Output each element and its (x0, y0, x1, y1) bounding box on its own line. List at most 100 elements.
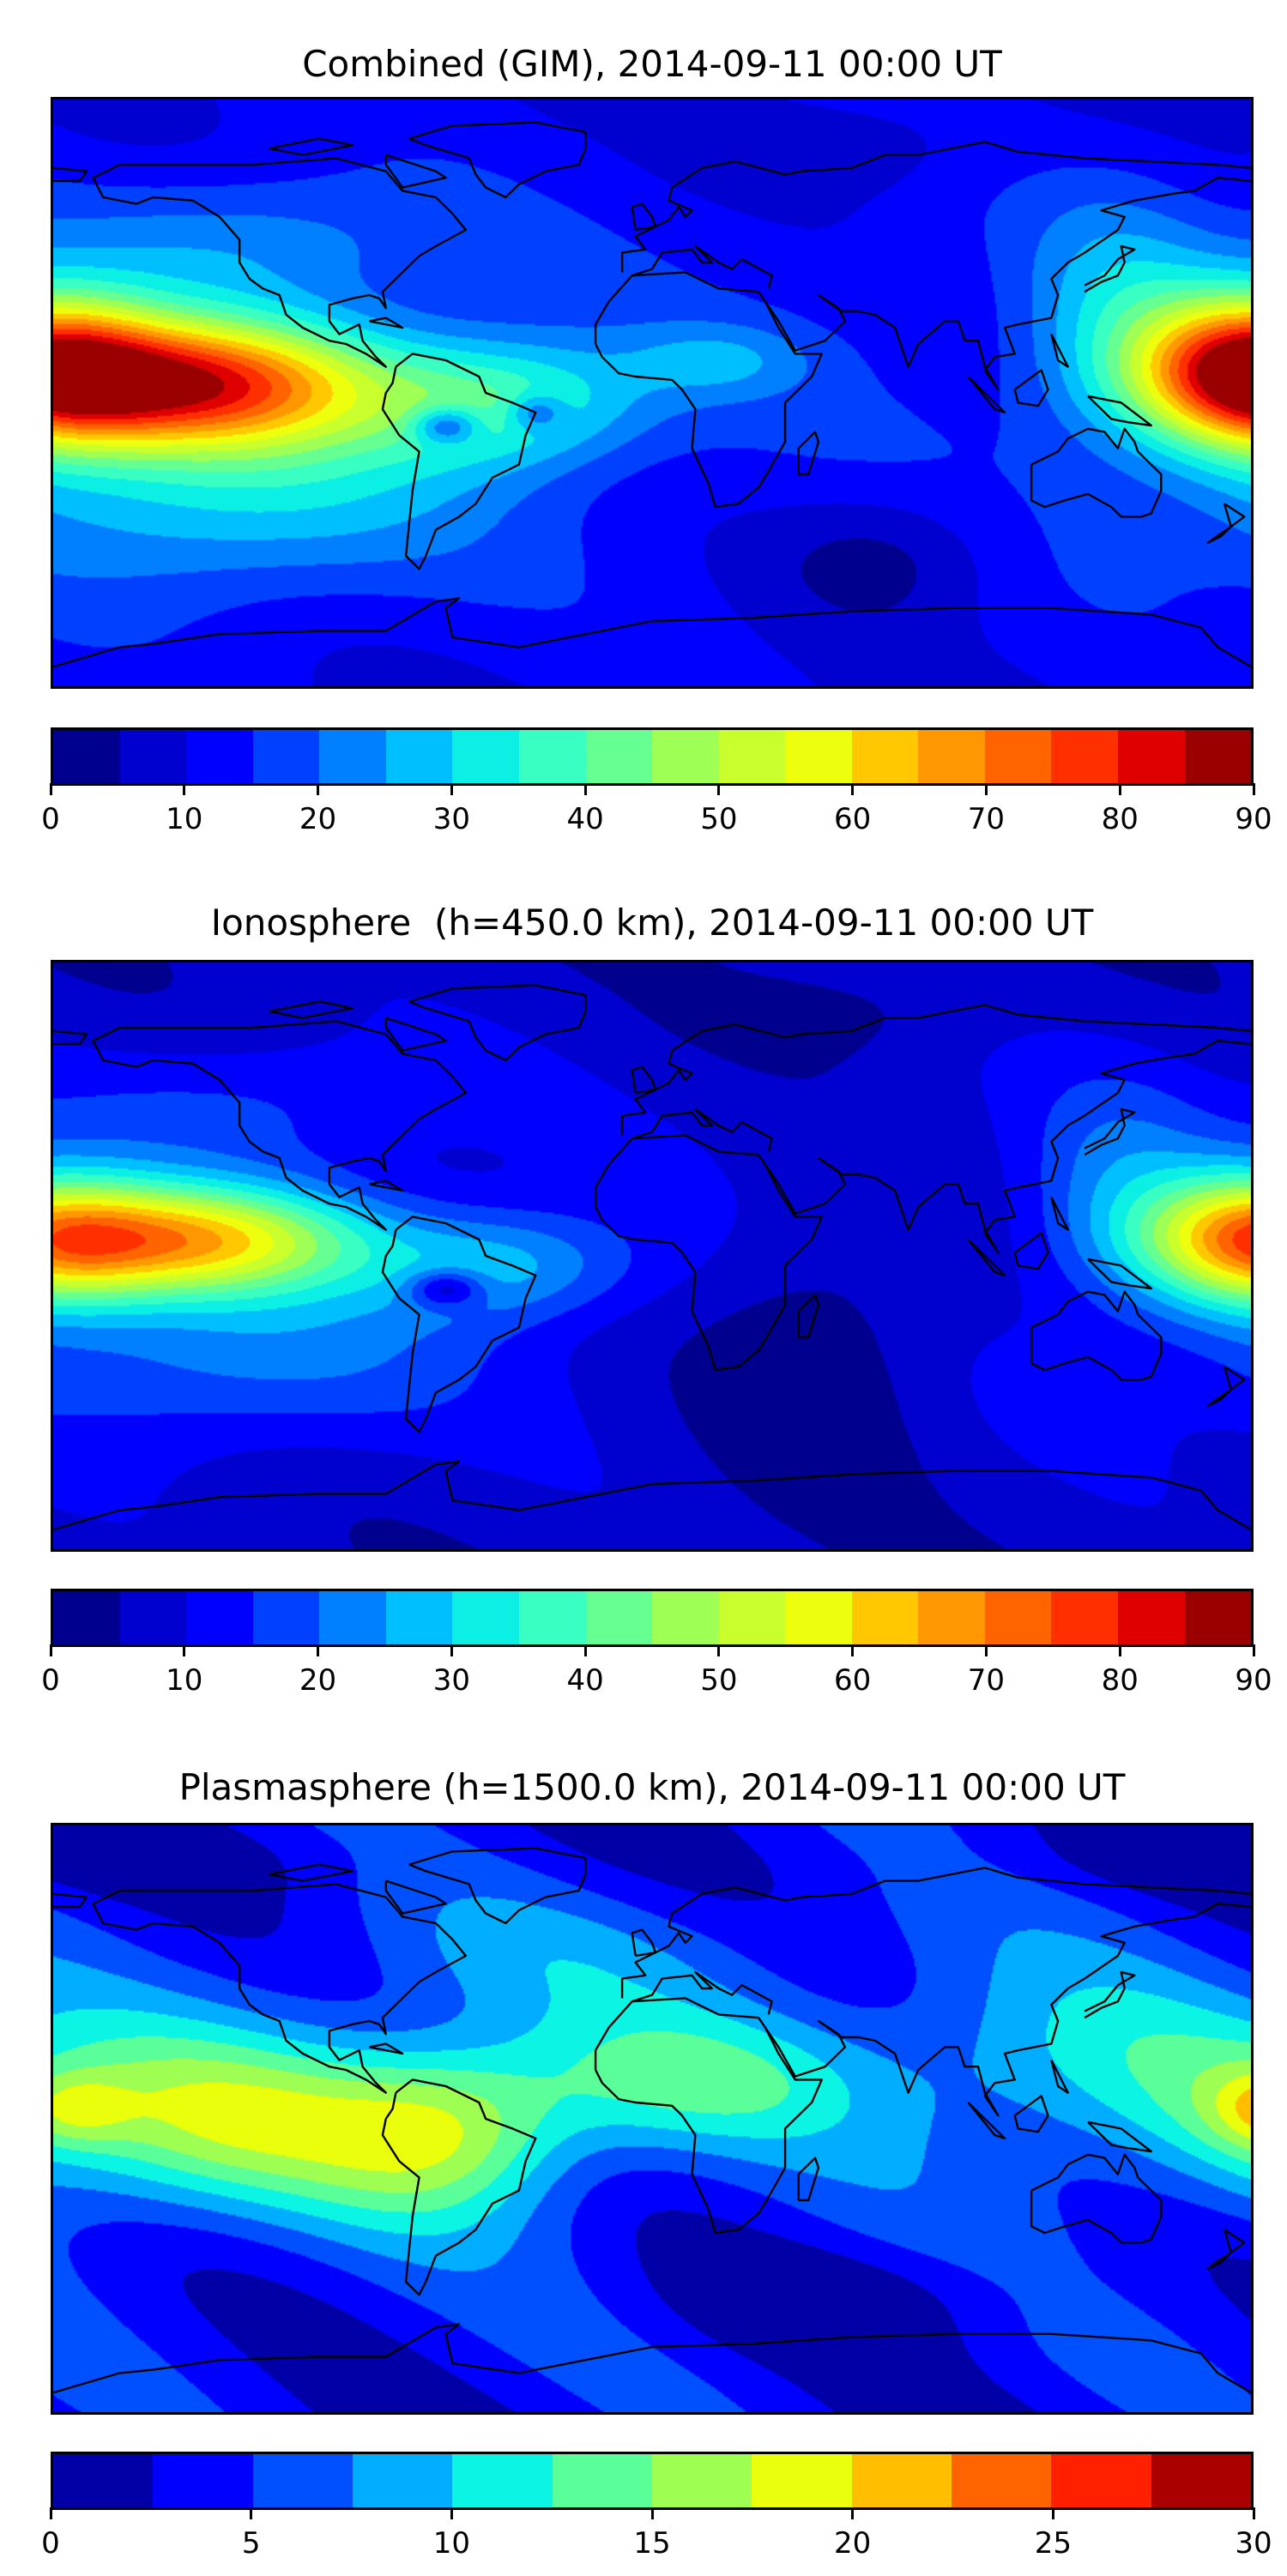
colorbar-level-13 (918, 1591, 985, 1644)
panel-1-colorbar-ticks: 0 10 20 30 40 50 60 70 80 90 (41, 783, 1272, 852)
coastline (386, 155, 446, 188)
colorbar-level-6 (452, 730, 519, 783)
coastline (622, 1867, 1251, 1998)
colorbar-tick-label: 0 (41, 2526, 60, 2561)
colorbar-level-11 (1151, 2454, 1251, 2507)
colorbar-tick (851, 783, 855, 795)
coastline (1031, 1292, 1161, 1380)
colorbar-tick (450, 2507, 453, 2519)
coastline (94, 1884, 466, 2092)
coastline (1088, 396, 1151, 425)
panel-3-map (51, 1823, 1254, 2415)
colorbar-tick-label: 50 (700, 802, 738, 836)
colorbar-level-10 (718, 1591, 786, 1644)
coastline (1208, 2253, 1231, 2269)
colorbar-level-14 (984, 1591, 1052, 1644)
colorbar-level-10 (718, 730, 786, 783)
coastline (1088, 2122, 1151, 2151)
coastline (622, 1004, 1251, 1135)
coastline (1085, 246, 1134, 292)
colorbar-tick-label: 80 (1101, 1663, 1139, 1698)
coastline (799, 432, 819, 474)
colorbar-level-4 (452, 2454, 553, 2507)
colorbar-level-13 (918, 730, 985, 783)
coastline (1051, 2060, 1067, 2093)
colorbar-level-6 (651, 2454, 752, 2507)
coastline (53, 2324, 1251, 2392)
tec-field (53, 1825, 1251, 2412)
colorbar-level-0 (53, 1591, 120, 1644)
coastline (383, 353, 535, 569)
colorbar-level-0 (53, 2454, 154, 2507)
coastline (1208, 527, 1231, 543)
colorbar-tick (650, 2507, 654, 2519)
colorbar-tick (183, 1644, 186, 1656)
colorbar-level-3 (352, 2454, 453, 2507)
coastline (1224, 2229, 1244, 2253)
coastline (269, 1865, 353, 1881)
coastline (765, 1041, 1251, 1252)
coastlines (53, 100, 1251, 686)
colorbar-tick (49, 2507, 52, 2519)
colorbar-tick (1118, 783, 1121, 795)
coastline (369, 2044, 402, 2054)
colorbar-level-15 (1051, 730, 1118, 783)
colorbar-tick-label: 90 (1235, 802, 1272, 836)
panel-3-colorbar (51, 2452, 1254, 2510)
colorbar-tick-label: 20 (834, 2526, 872, 2561)
colorbar-level-2 (252, 2454, 353, 2507)
colorbar-tick-label: 30 (432, 802, 470, 836)
coastline (1224, 504, 1244, 527)
colorbar-level-9 (652, 1591, 719, 1644)
coastline (799, 1295, 819, 1337)
colorbar-tick (1118, 1644, 1121, 1656)
coastline (632, 1109, 772, 1151)
panel-2-map (51, 960, 1254, 1552)
coastline (269, 1002, 353, 1018)
colorbar-tick (717, 783, 721, 795)
colorbar-tick (984, 783, 988, 795)
coastline (1208, 1390, 1231, 1406)
colorbar-tick (1252, 783, 1255, 795)
colorbar-tick-label: 20 (299, 802, 337, 836)
colorbar-level-16 (1118, 1591, 1185, 1644)
coastline (968, 1240, 1005, 1276)
panel-3-colorbar-ticks: 0 5 10 15 20 25 30 (41, 2507, 1272, 2576)
colorbar-level-8 (585, 730, 653, 783)
colorbar-tick-label: 5 (241, 2526, 261, 2561)
colorbar-tick-label: 40 (566, 802, 604, 836)
colorbar-tick-label: 70 (967, 1663, 1006, 1698)
tec-field (53, 962, 1251, 1549)
coastline (1088, 1259, 1151, 1288)
colorbar-tick (317, 783, 320, 795)
coastline (1051, 335, 1067, 367)
colorbar-tick-label: 30 (1235, 2526, 1272, 2561)
colorbar-tick (450, 1644, 453, 1656)
panel-1-map (51, 97, 1254, 689)
colorbar-tick (984, 1644, 988, 1656)
colorbar-tick-label: 70 (967, 802, 1006, 836)
coastline (94, 158, 466, 366)
colorbar-level-16 (1118, 730, 1185, 783)
colorbar-tick-label: 60 (834, 1663, 872, 1698)
coastline (595, 1135, 822, 1370)
tec-field (53, 100, 1251, 686)
panel-1-colorbar (51, 727, 1254, 786)
panel-3-title: Plasmasphere (h=1500.0 km), 2014-09-11 0… (178, 1766, 1126, 1808)
coastline (409, 1849, 586, 1923)
coastline (369, 1181, 402, 1191)
colorbar-tick (1252, 2507, 1255, 2519)
coastline (765, 1903, 1251, 2115)
coastline (409, 986, 586, 1060)
panel-1-title: Combined (GIM), 2014-09-11 00:00 UT (302, 43, 1002, 85)
colorbar-tick-label: 0 (41, 1663, 60, 1698)
colorbar-level-2 (186, 1591, 253, 1644)
colorbar-level-5 (552, 2454, 652, 2507)
colorbar-tick-label: 15 (633, 2526, 671, 2561)
colorbar-level-7 (752, 2454, 852, 2507)
colorbar-tick-label: 10 (166, 802, 203, 836)
colorbar-level-4 (319, 730, 386, 783)
colorbar-tick (851, 2507, 855, 2519)
coastline (53, 1461, 1251, 1529)
colorbar-level-17 (1184, 1591, 1252, 1644)
